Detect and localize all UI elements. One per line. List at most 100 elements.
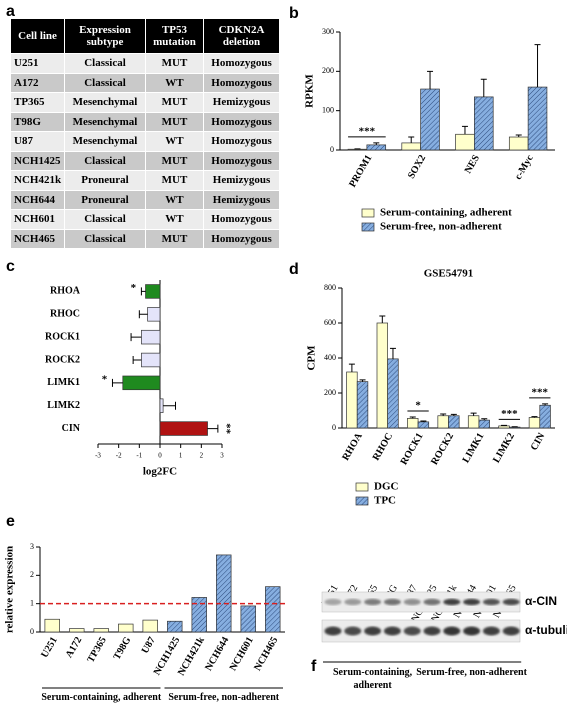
- error-bar: [427, 70, 434, 90]
- bar: [167, 620, 183, 633]
- table-cell: TP365: [9, 92, 66, 113]
- band-label: α-tubulin: [525, 623, 567, 637]
- y-tick-label: ROCK1: [45, 331, 80, 342]
- bar: [387, 358, 399, 429]
- table-cell: MUT: [144, 150, 205, 171]
- blot-band: [324, 626, 342, 636]
- blot-band: [423, 598, 441, 606]
- table-cell: WT: [144, 131, 205, 152]
- bar: [145, 284, 161, 299]
- legend-label: Serum-free, non-adherent: [380, 221, 502, 233]
- bar: [147, 307, 161, 322]
- bar: [346, 371, 358, 429]
- group-label: Serum-free, non-adherent: [416, 667, 527, 678]
- error-bar: [480, 78, 487, 97]
- blot-band: [364, 598, 382, 606]
- error-bar: [531, 416, 538, 418]
- bar: [539, 404, 551, 429]
- cell-line-table: Cell line Expression subtype TP53 mutation…: [9, 18, 280, 249]
- table-cell: WT: [144, 189, 205, 210]
- group-label: Serum-containing, adherent: [333, 667, 413, 691]
- bar: [508, 136, 529, 151]
- bar: [44, 618, 60, 633]
- group-label-box: Serum-containing, adherent: [41, 692, 161, 703]
- blot-band: [364, 626, 382, 636]
- bar: [191, 597, 207, 633]
- x-tick-label: -1: [136, 452, 142, 460]
- table-cell: Hemizygous: [203, 189, 280, 210]
- panel-label: b: [289, 5, 299, 22]
- table-row: NCH601 Classical WT Homozygous: [9, 209, 280, 230]
- y-tick-label: 400: [324, 353, 336, 362]
- y-tick-label: ROCK2: [45, 354, 80, 365]
- error-bar: [501, 424, 508, 426]
- significance-label: *: [415, 400, 421, 412]
- legend-swatch: [361, 222, 375, 232]
- table-cell: A172: [9, 72, 66, 93]
- bar: [437, 415, 449, 429]
- table-cell: Mesenchymal: [64, 131, 146, 152]
- significance-label: ***: [359, 125, 376, 137]
- error-bar: [461, 125, 468, 135]
- error-bar: [515, 134, 522, 138]
- error-bar: [408, 136, 415, 143]
- table-cell: Homozygous: [203, 53, 280, 74]
- y-tick-label: 2: [30, 570, 34, 579]
- panel-label: e: [6, 513, 15, 530]
- table-row: NCH1425 Classical MUT Homozygous: [9, 150, 280, 171]
- panel-label: c: [6, 258, 15, 275]
- bar: [240, 605, 256, 633]
- table-cell: NCH644: [9, 189, 66, 210]
- table-header: CDKN2A deletion: [203, 18, 280, 54]
- x-tick-label: -3: [95, 452, 101, 460]
- error-bar: [359, 379, 366, 382]
- table-header: Cell line: [9, 18, 66, 54]
- bar: [347, 148, 368, 151]
- table-cell: Classical: [64, 53, 146, 74]
- bar: [420, 88, 440, 151]
- error-bar: [207, 424, 219, 433]
- table-cell: Classical: [64, 72, 146, 93]
- y-tick-label: 0: [332, 423, 336, 432]
- chart-title: GSE54791: [424, 268, 474, 280]
- x-tick-label: RHOA: [340, 430, 365, 462]
- table-cell: NCH1425: [9, 150, 66, 171]
- bar: [141, 329, 161, 345]
- blot-band: [443, 598, 461, 606]
- bar: [366, 144, 387, 151]
- table-cell: Classical: [64, 209, 146, 230]
- table-cell: Homozygous: [203, 131, 280, 152]
- legend-label: DGC: [374, 481, 399, 493]
- blot-strip: [321, 619, 521, 643]
- table-row: TP365 Mesenchymal MUT Hemizygous: [9, 92, 280, 113]
- x-tick-label: LIMK1: [461, 431, 487, 465]
- x-tick-label: LIMK2: [491, 431, 517, 465]
- x-tick-label: SOX2: [406, 153, 428, 181]
- bar: [498, 425, 510, 429]
- bar: [265, 586, 281, 633]
- bar: [122, 375, 161, 391]
- table-row: NCH421k Proneural MUT Hemizygous: [9, 170, 280, 191]
- x-tick-label: 1: [179, 452, 183, 460]
- table-cell: WT: [144, 72, 205, 93]
- error-bar: [140, 287, 146, 296]
- error-bar: [130, 333, 142, 342]
- bar: [376, 322, 388, 429]
- table-cell: Homozygous: [203, 72, 280, 93]
- x-tick-label: ROCK2: [429, 431, 456, 467]
- significance-label: *: [131, 282, 137, 294]
- table-cell: Hemizygous: [203, 92, 280, 113]
- blot-band: [482, 626, 500, 636]
- table-cell: Classical: [64, 228, 146, 249]
- x-tick-label: 3: [220, 452, 224, 460]
- y-tick-label: 200: [322, 66, 334, 75]
- table-cell: MUT: [144, 111, 205, 132]
- y-tick-label: 300: [322, 27, 334, 36]
- x-tick-label: c-Myc: [513, 153, 536, 182]
- x-tick-label: U251: [39, 635, 60, 660]
- blot-band: [403, 626, 421, 636]
- x-tick-label: 2: [200, 452, 204, 460]
- blot-band: [324, 598, 342, 606]
- bar: [142, 619, 158, 633]
